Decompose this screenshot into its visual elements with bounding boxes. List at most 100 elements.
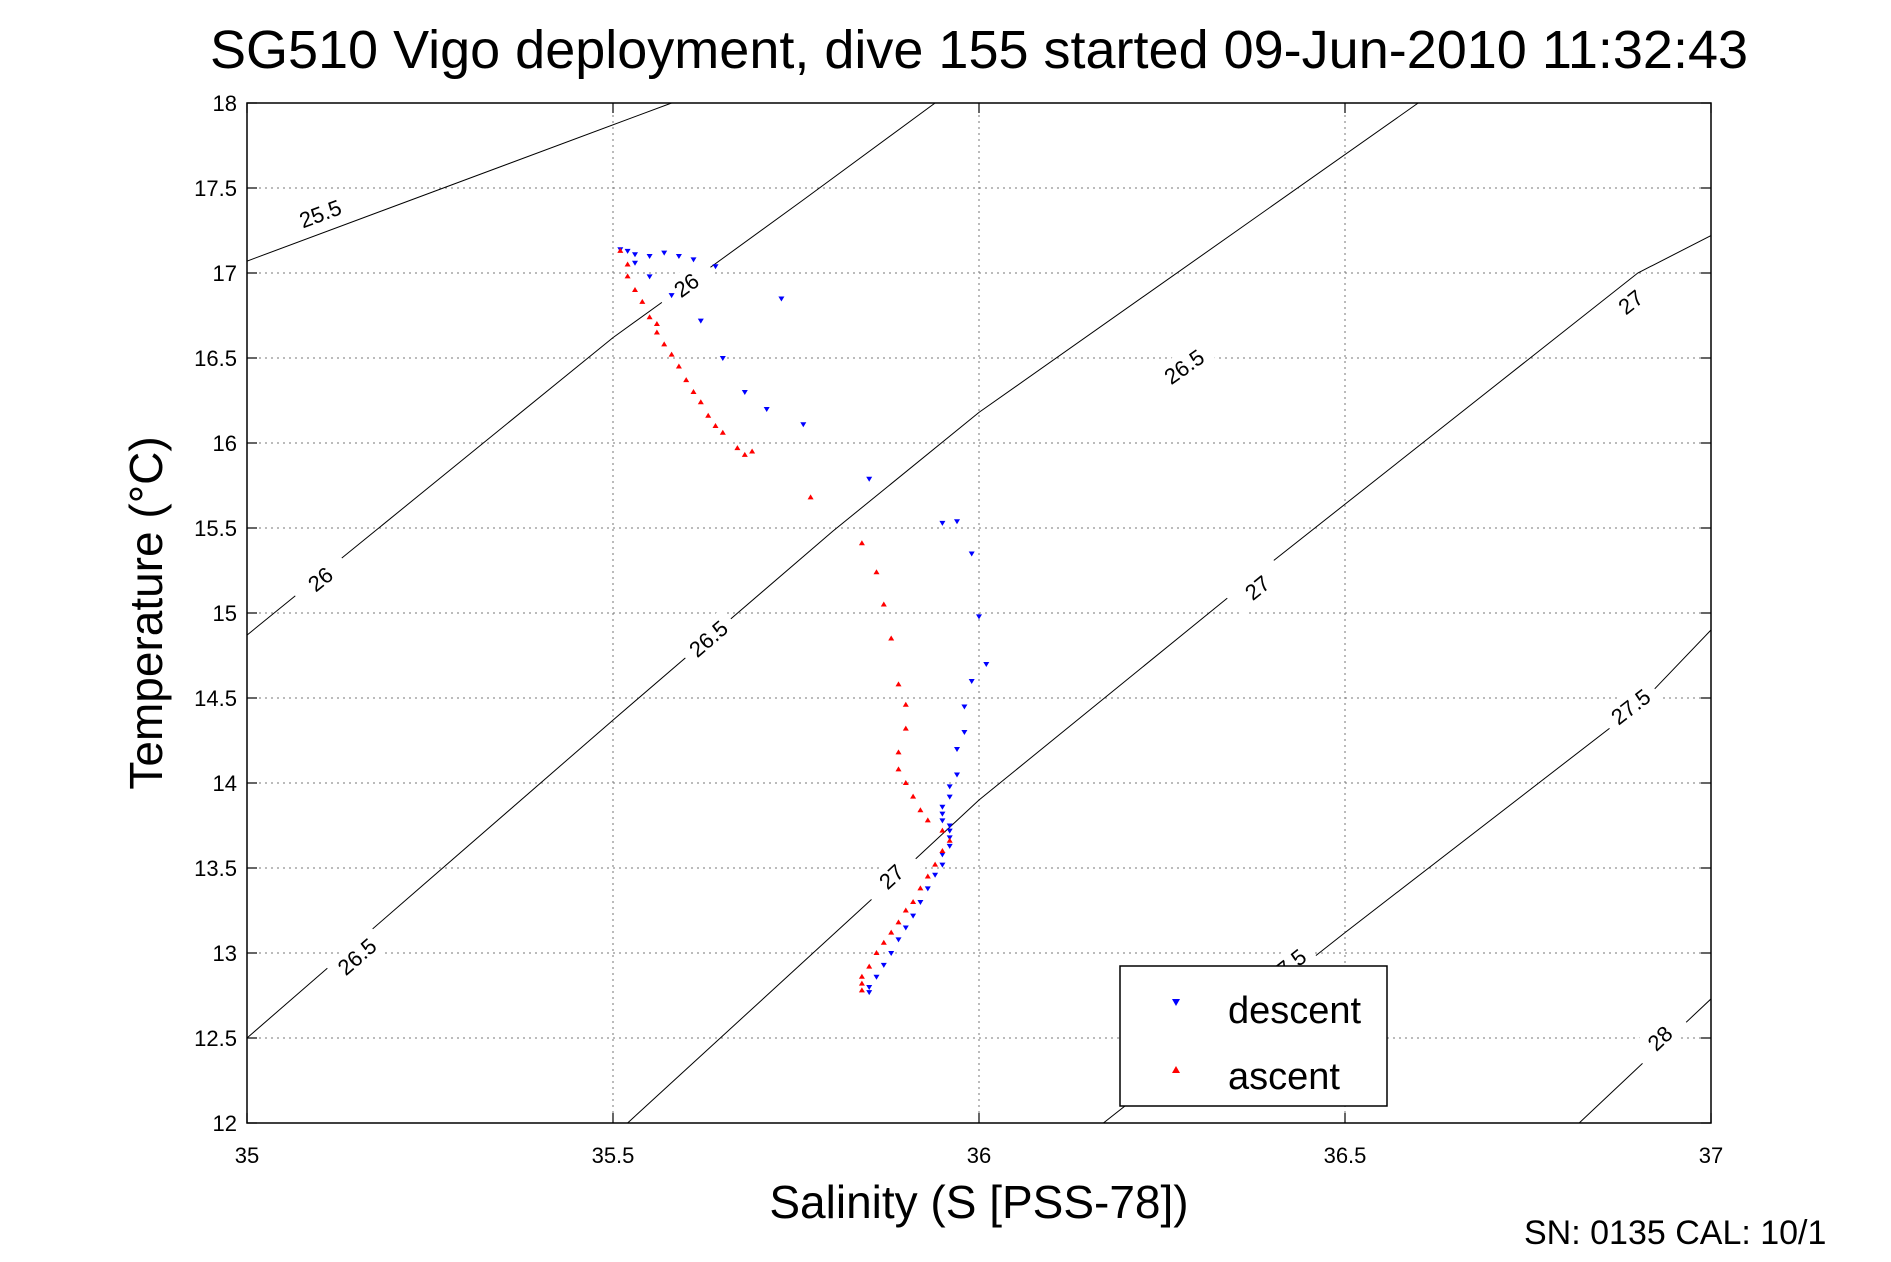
- ascent-point: [639, 298, 646, 304]
- ascent-point: [741, 451, 748, 457]
- y-tick-label: 16.5: [194, 346, 237, 371]
- descent-point: [712, 264, 719, 270]
- contour-label-bg: [676, 608, 741, 669]
- ascent-point: [873, 950, 880, 955]
- descent-point: [939, 520, 946, 526]
- serial-calibration-text: SN: 0135 CAL: 10/1: [1524, 1214, 1826, 1252]
- ascent-point: [910, 793, 917, 799]
- ascent-point: [749, 448, 756, 454]
- ascent-point: [939, 848, 946, 853]
- y-tick-label: 15.5: [194, 516, 237, 541]
- ascent-point: [866, 963, 873, 969]
- ascent-point: [895, 749, 902, 755]
- descent-point: [946, 794, 953, 800]
- descent-point: [939, 818, 946, 824]
- chart-title: SG510 Vigo deployment, dive 155 started …: [210, 20, 1748, 80]
- ascent-point: [902, 725, 909, 731]
- contour-label-bg: [653, 255, 719, 314]
- ascent-point: [719, 429, 726, 435]
- ascent-point: [902, 907, 909, 913]
- descent-point: [954, 772, 960, 778]
- descent-point: [880, 962, 887, 968]
- contour-label-bg: [859, 845, 923, 908]
- descent-point: [961, 730, 968, 735]
- contour-label-bg: [1598, 272, 1663, 332]
- ascent-point: [624, 261, 631, 267]
- ascent-point: [683, 377, 690, 383]
- y-tick-label: 15: [213, 601, 237, 626]
- descent-point: [939, 804, 946, 810]
- descent-point: [646, 274, 653, 280]
- descent-point: [983, 662, 990, 667]
- descent-point: [668, 293, 675, 299]
- y-tick-label: 12: [213, 1111, 237, 1136]
- descent-point: [976, 614, 982, 620]
- descent-point: [866, 990, 873, 996]
- series-descent: [617, 247, 990, 996]
- contour-label-bg: [287, 189, 354, 238]
- ascent-point: [895, 681, 902, 687]
- descent-point: [778, 296, 785, 302]
- ascent-point: [858, 973, 865, 979]
- descent-point: [939, 862, 946, 868]
- contour-label-bg: [1151, 337, 1217, 396]
- ascent-point: [668, 351, 675, 357]
- descent-point: [719, 356, 726, 361]
- y-tick-label: 17.5: [194, 176, 237, 201]
- ascent-point: [858, 987, 865, 993]
- ascent-point: [653, 321, 660, 326]
- ascent-point: [917, 885, 924, 891]
- y-tick-label: 17: [213, 261, 237, 286]
- descent-point: [954, 747, 960, 752]
- descent-point: [917, 900, 924, 905]
- ascent-point: [924, 873, 931, 879]
- descent-point: [624, 248, 631, 254]
- descent-point: [968, 551, 975, 557]
- descent-point: [632, 260, 638, 266]
- ascent-point: [858, 980, 865, 986]
- descent-point: [632, 252, 638, 258]
- ascent-point: [939, 827, 946, 833]
- density-contour-26-5: [247, 103, 1419, 1039]
- descent-point: [968, 679, 975, 684]
- contour-label-bg: [324, 926, 389, 987]
- x-tick-label: 37: [1699, 1143, 1723, 1168]
- x-tick-label: 35.5: [592, 1143, 635, 1168]
- axis-ticks: [246, 102, 1712, 1124]
- legend-box: [1119, 965, 1388, 1107]
- ascent-point: [873, 569, 880, 575]
- ascent-point: [734, 445, 741, 451]
- ascent-point: [902, 701, 909, 707]
- density-contour-27: [627, 235, 1711, 1123]
- ascent-point: [705, 412, 712, 418]
- ascent-point: [661, 341, 668, 347]
- descent-point: [946, 843, 953, 849]
- y-axis-label: Temperature (°C): [120, 436, 172, 789]
- descent-point: [800, 422, 807, 428]
- descent-point: [939, 852, 946, 858]
- ascent-point: [910, 899, 917, 904]
- x-tick-label: 36: [967, 1143, 991, 1168]
- descent-point: [932, 872, 939, 878]
- ascent-point: [632, 287, 638, 292]
- descent-point: [697, 318, 704, 324]
- ascent-point: [946, 837, 953, 843]
- descent-point: [924, 886, 931, 892]
- descent-point: [895, 937, 902, 943]
- y-tick-label: 12.5: [194, 1026, 237, 1051]
- ascent-point: [807, 494, 814, 500]
- descent-point: [888, 951, 895, 956]
- descent-point: [954, 519, 960, 525]
- ascent-point: [880, 601, 887, 607]
- ascent-point: [646, 314, 653, 320]
- grid-lines: [247, 103, 1711, 1123]
- descent-point: [939, 811, 946, 817]
- ascent-point: [653, 329, 660, 335]
- axis-tick-labels: 35 35.5 36 36.5 37 12 12.5 13 13.5 14 14.5 15 15.5 16…: [194, 91, 1723, 1168]
- ascent-point: [617, 247, 624, 253]
- legend-label-descent: descent: [1228, 990, 1362, 1032]
- ascent-point: [675, 363, 682, 369]
- descent-point: [946, 823, 953, 829]
